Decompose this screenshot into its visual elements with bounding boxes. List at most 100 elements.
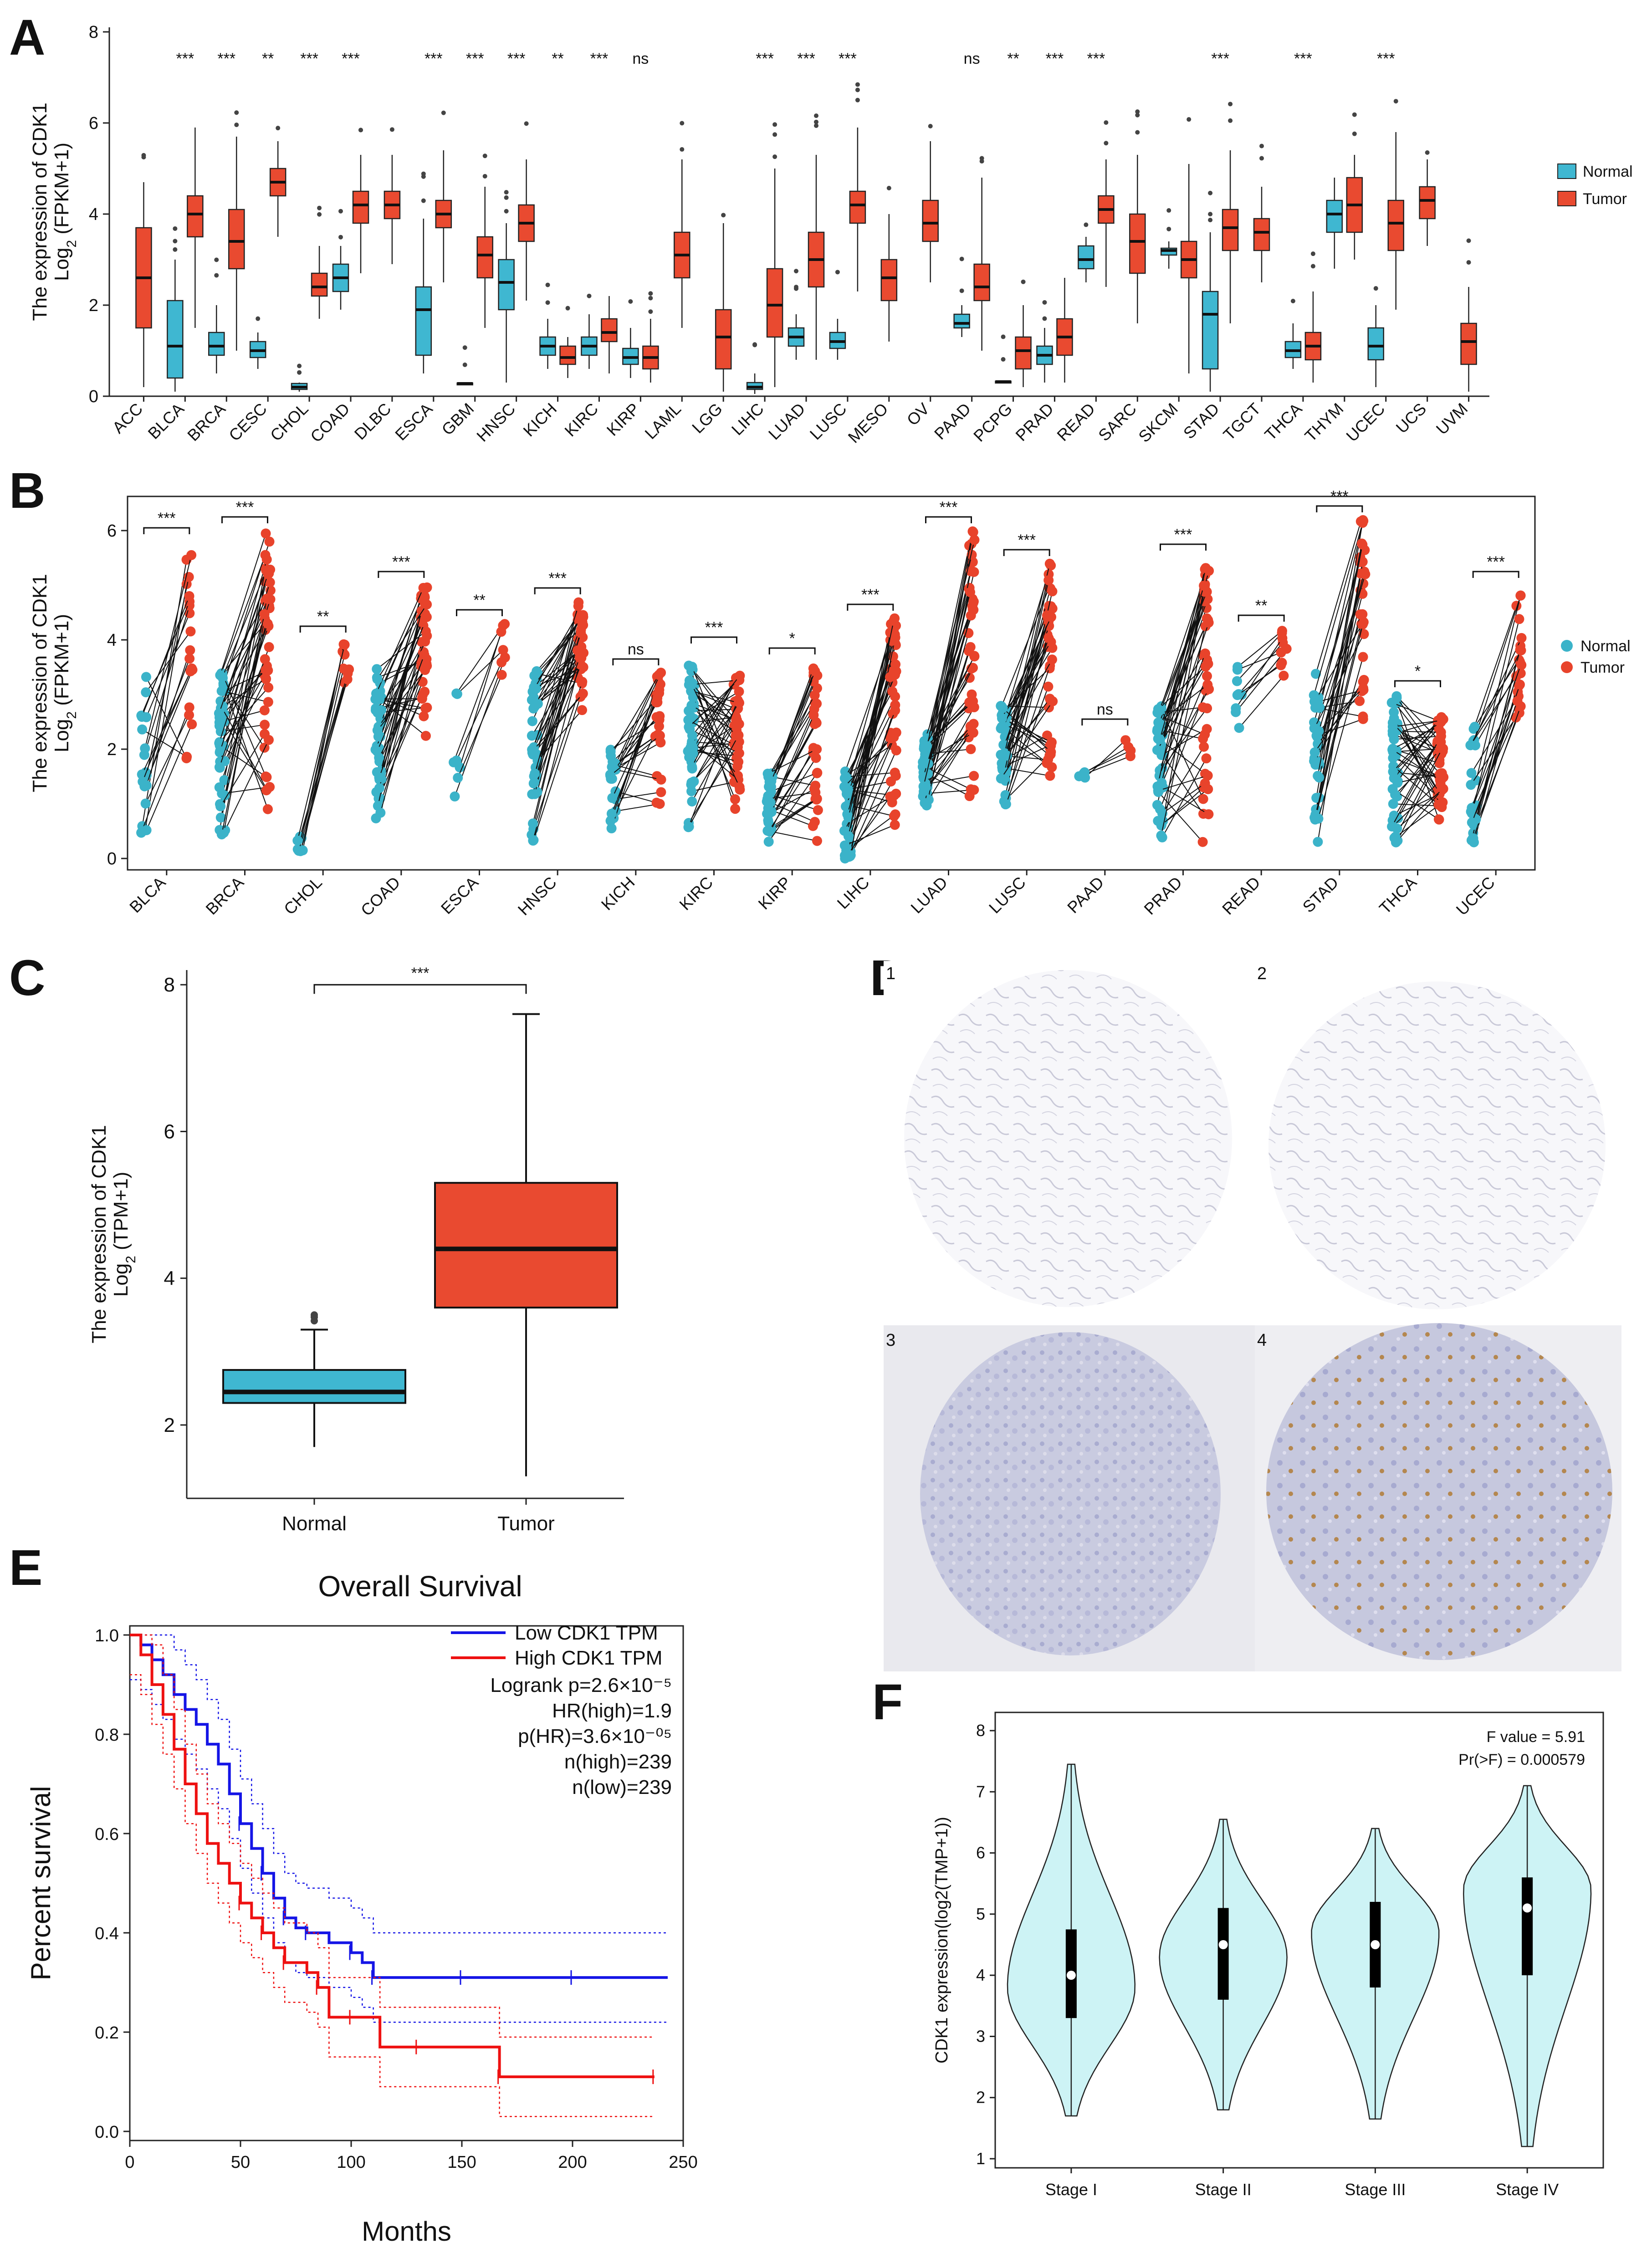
b-xtick-label: LUSC [985, 873, 1029, 917]
a-ylabel-line2: Log2 (FPKM+1) [51, 143, 79, 281]
b-tumor-point [577, 705, 587, 715]
f-ytick-label: 1 [976, 2149, 985, 2168]
a-outlier-normal-blca [173, 239, 178, 244]
b-pair-line [688, 735, 739, 827]
b-normal-point [1156, 777, 1167, 788]
c-ylabel-line2: Log2 (TPM+1) [110, 1172, 138, 1297]
a-outlier-tumor-brca [234, 123, 239, 128]
b-pair-line [927, 603, 974, 739]
b-pair-line [1317, 544, 1363, 776]
b-pair-line [615, 676, 658, 764]
b-normal-point [375, 807, 386, 818]
b-normal-point [1152, 800, 1162, 810]
panel-label-b: B [9, 463, 45, 519]
e-xtick-label: 250 [669, 2153, 697, 2172]
b-legend-tumor-label: Tumor [1580, 659, 1625, 676]
b-pair-line [610, 735, 660, 776]
panel-label-e: E [9, 1540, 42, 1596]
b-tumor-point [1276, 660, 1286, 670]
b-pair-line [767, 792, 816, 800]
b-tumor-point [812, 744, 822, 755]
a-xtick-label: UCS [1392, 399, 1430, 437]
b-pair-line [767, 830, 818, 842]
b-tumor-point [890, 705, 900, 715]
b-pair-line [1004, 608, 1053, 755]
a-outlier-tumor-luad [814, 113, 818, 118]
b-pair-line [380, 596, 425, 771]
a-outlier-tumor-chol [317, 205, 322, 210]
b-tumor-point [965, 721, 976, 731]
b-tumor-point [1435, 775, 1445, 786]
panel-c-boxplot: 2 4 6 8 The expression of CDK1 Log2 (TPM+1) No… [88, 965, 624, 1535]
b-pair-line [1006, 580, 1049, 773]
b-significance: ** [317, 608, 329, 625]
b-normal-point [215, 801, 226, 812]
a-outlier-normal-prad [1042, 300, 1047, 305]
b-sig-bracket [847, 603, 894, 611]
b-significance: *** [1330, 488, 1349, 505]
b-pair-line [615, 792, 661, 800]
b-tumor-point [656, 787, 666, 797]
b-pair-line [1397, 746, 1441, 819]
c-ytick-label: 8 [164, 974, 175, 996]
b-pair-line [1470, 676, 1517, 746]
c-ylabel: The expression of CDK1 Log2 (TPM+1) [88, 1125, 138, 1343]
b-pair-line [1314, 633, 1365, 729]
b-pair-line [1158, 792, 1203, 843]
b-normal-point [1392, 777, 1403, 788]
b-tumor-point [733, 756, 744, 767]
b-tumor-point [263, 569, 273, 580]
b-tumor-point [810, 666, 820, 676]
b-normal-point [1313, 739, 1323, 749]
a-outlier-normal-gbm [462, 345, 467, 350]
b-tumor-point [730, 804, 741, 814]
a-xtick-label: BRCA [184, 399, 229, 445]
b-ylabel-line1: The expression of CDK1 [29, 574, 51, 792]
b-pair-line [535, 650, 578, 704]
b-normal-point [1388, 799, 1398, 809]
b-normal-point [996, 773, 1006, 784]
b-pair-line [926, 655, 975, 754]
b-normal-point [765, 797, 776, 808]
c-ytick-label: 6 [164, 1120, 175, 1143]
b-normal-point [214, 762, 225, 772]
b-pair-line [848, 641, 892, 817]
b-normal-point [606, 823, 617, 833]
a-box-tumor-kirc [601, 318, 618, 342]
b-pair-line [532, 614, 578, 692]
a-box-normal-paad [953, 313, 970, 329]
ihc-core-4 [1266, 1323, 1612, 1660]
b-normal-point [140, 743, 150, 754]
b-legend-tumor-key [1561, 661, 1573, 673]
f-median-dot [1523, 1903, 1532, 1913]
b-significance: *** [236, 499, 254, 516]
a-significance: *** [425, 50, 443, 67]
b-normal-point [1313, 813, 1324, 824]
b-pair-line [692, 675, 741, 736]
a-xtick-label: DLBC [351, 399, 395, 444]
a-outlier-normal-esca [421, 171, 426, 176]
a-outlier-normal-read [1084, 222, 1089, 227]
b-significance: ** [473, 592, 485, 609]
b-pair-line [926, 702, 970, 746]
b-pair-line [376, 631, 426, 669]
b-pair-line [768, 695, 815, 777]
a-xtick-label: MESO [844, 399, 892, 447]
a-box-tumor-coad [352, 190, 369, 224]
b-sig-bracket [1081, 718, 1129, 725]
b-ytick-label: 2 [107, 740, 117, 759]
a-ylabel-line1: The expression of CDK1 [29, 102, 51, 321]
b-tumor-point [651, 712, 662, 722]
b-pair-line [693, 690, 736, 710]
f-ytick-label: 5 [976, 1905, 985, 1923]
a-outlier-tumor-esca [441, 110, 446, 115]
a-significance: *** [1211, 50, 1229, 67]
f-xtick-label-2: Stage II [1195, 2180, 1252, 2199]
b-pair-line [1319, 573, 1361, 798]
a-outlier-normal-kich [545, 282, 550, 287]
b-tumor-point [420, 703, 431, 714]
b-pair-line [615, 736, 656, 764]
e-xtick-label: 100 [337, 2153, 365, 2172]
b-pair-line [609, 716, 657, 775]
b-normal-point [687, 761, 697, 772]
